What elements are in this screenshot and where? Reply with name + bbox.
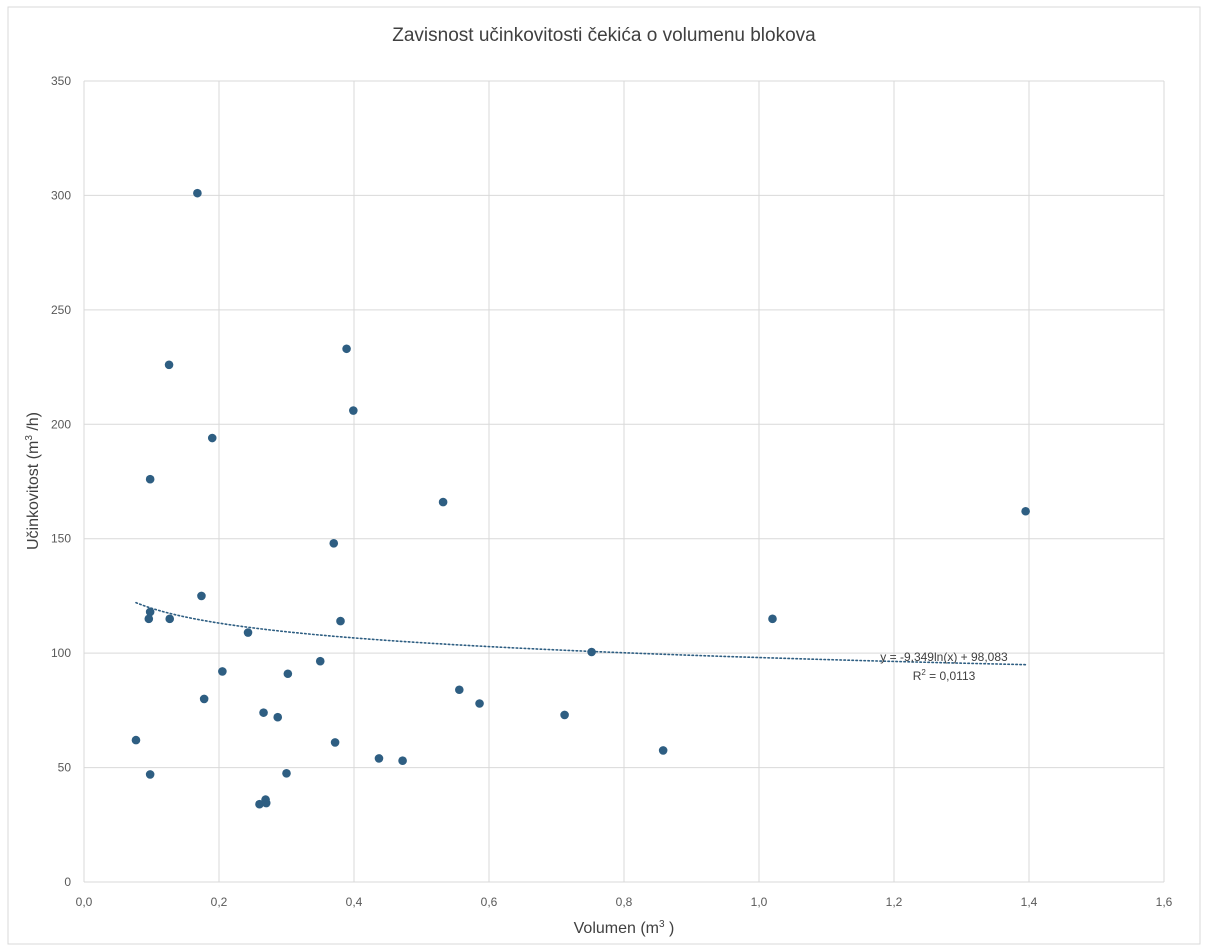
data-point <box>193 188 202 198</box>
data-point <box>145 770 155 779</box>
y-tick-label: 50 <box>58 761 72 775</box>
x-tick-label: 0,2 <box>211 895 228 909</box>
data-point <box>315 656 325 666</box>
data-point <box>336 616 345 626</box>
chart-title: Zavisnost učinkovitosti čekića o volumen… <box>392 25 816 46</box>
x-tick-label: 0,6 <box>481 895 498 909</box>
x-tick-label: 1,2 <box>886 895 903 909</box>
data-point <box>282 768 291 778</box>
y-tick-label: 200 <box>51 417 71 431</box>
data-point <box>349 406 358 415</box>
y-tick-label: 250 <box>51 303 71 317</box>
x-tick-label: 0,8 <box>616 895 633 909</box>
trendline-group <box>135 601 1027 666</box>
y-axis-title: Učinkovitost (m3 /h) <box>24 412 42 550</box>
data-point <box>145 607 155 617</box>
gridlines <box>83 80 1165 883</box>
y-tick-label: 100 <box>51 646 71 660</box>
data-point <box>587 647 596 657</box>
data-point <box>164 360 174 370</box>
data-point <box>475 699 484 708</box>
y-tick-label: 150 <box>51 532 71 546</box>
data-point <box>330 738 340 747</box>
data-point <box>283 669 293 679</box>
x-tick-label: 0,4 <box>346 895 363 909</box>
trendline <box>135 601 1027 666</box>
data-point <box>1021 506 1030 516</box>
data-point <box>218 667 227 676</box>
x-tick-label: 1,0 <box>751 895 768 909</box>
x-tick-label: 0,0 <box>76 895 93 909</box>
data-point <box>560 710 569 720</box>
data-point <box>165 614 175 624</box>
data-point <box>131 735 141 745</box>
x-axis-tick-labels: 0,0 0,2 0,4 0,6 0,8 1,0 1,2 1,4 1,6 <box>76 895 1173 909</box>
x-axis-title: Volumen (m3 ) <box>574 919 675 937</box>
data-point <box>199 694 209 704</box>
data-point <box>255 799 264 809</box>
y-tick-label: 300 <box>51 188 71 202</box>
y-tick-label: 350 <box>51 74 71 88</box>
trendline-equation: y = -9,349ln(x) + 98,083 <box>880 650 1008 664</box>
x-tick-label: 1,6 <box>1156 895 1173 909</box>
trendline-r-squared: R2 = 0,0113 <box>913 668 976 683</box>
data-point <box>768 614 777 624</box>
data-points <box>131 188 1030 809</box>
data-point <box>658 746 668 755</box>
data-point <box>455 685 464 695</box>
data-point <box>243 628 253 637</box>
data-point <box>273 712 283 722</box>
data-point <box>438 497 448 507</box>
data-point <box>374 754 384 763</box>
data-point <box>145 474 155 484</box>
x-tick-label: 1,4 <box>1021 895 1038 909</box>
data-point <box>261 798 271 808</box>
y-axis-tick-labels: 0 50 100 150 200 250 300 350 <box>51 74 71 889</box>
data-point <box>197 591 206 601</box>
data-point <box>144 614 154 624</box>
data-point <box>259 708 268 717</box>
data-point <box>329 538 339 548</box>
data-point <box>342 344 351 354</box>
data-point <box>398 756 407 766</box>
y-tick-label: 0 <box>64 875 71 889</box>
data-point <box>207 433 217 443</box>
chart-area-border <box>7 6 1201 945</box>
